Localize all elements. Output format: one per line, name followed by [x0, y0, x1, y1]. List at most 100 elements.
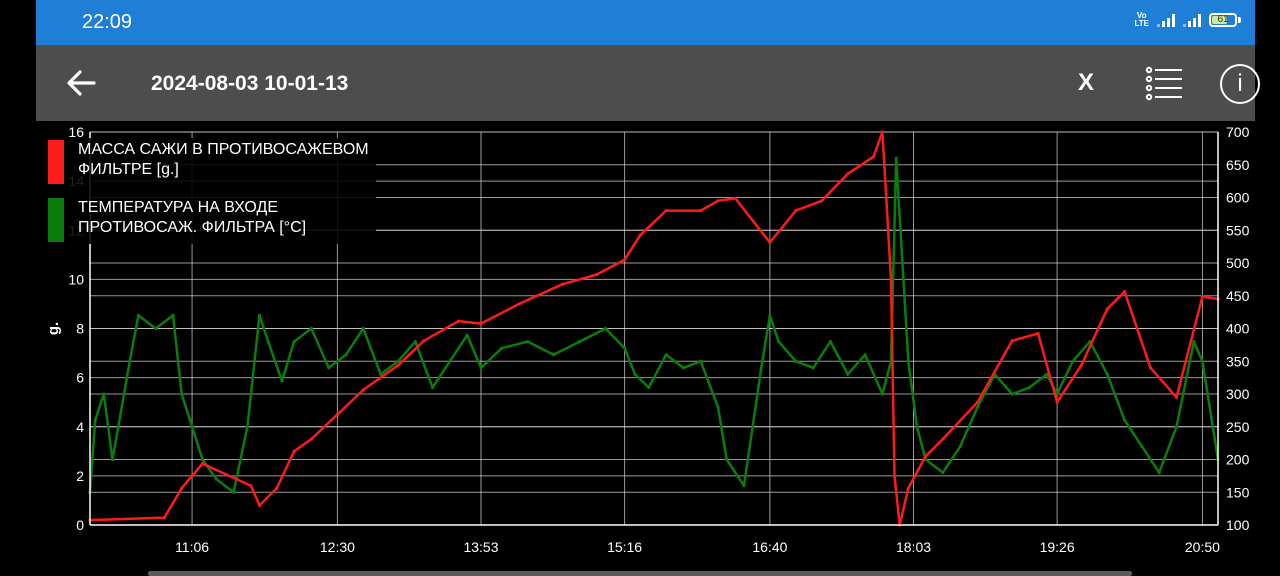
data-point-temperature: [110, 457, 115, 462]
data-point-soot: [335, 412, 339, 417]
data-point-temperature: [958, 444, 962, 448]
data-point-soot: [699, 209, 703, 213]
data-point-soot: [396, 363, 400, 367]
x-tick-label: 15:16: [607, 539, 642, 555]
data-point-temperature: [430, 385, 435, 390]
data-point-soot: [1122, 290, 1127, 294]
y-right-tick-label: 700: [1226, 124, 1250, 140]
data-point-soot: [716, 199, 720, 203]
y-left-tick-label: 10: [68, 271, 84, 287]
data-point-soot: [906, 486, 910, 490]
data-point-soot: [1105, 307, 1109, 311]
data-point-temperature: [941, 471, 945, 475]
info-icon: i: [1237, 70, 1243, 97]
y-right-tick-label: 550: [1226, 222, 1250, 238]
data-point-temperature: [1010, 392, 1014, 396]
data-point-temperature: [1045, 372, 1049, 376]
data-point-temperature: [664, 353, 668, 357]
y-right-tick-label: 350: [1226, 353, 1250, 369]
data-point-temperature: [880, 392, 884, 396]
data-point-soot: [872, 154, 876, 159]
data-point-soot: [309, 437, 314, 441]
data-point-temperature: [1140, 444, 1144, 448]
data-point-temperature: [280, 379, 284, 383]
data-point-temperature: [479, 366, 483, 370]
data-point-temperature: [128, 359, 132, 363]
volte-icon: Vo LTE: [1134, 11, 1149, 28]
y-right-tick-label: 100: [1226, 517, 1250, 533]
y-left-tick-label: 16: [68, 124, 84, 140]
data-point-temperature: [1027, 385, 1032, 390]
data-point-temperature: [266, 340, 270, 344]
left-screen-edge: [0, 0, 36, 576]
data-point-temperature: [190, 425, 194, 429]
data-point-soot: [941, 437, 945, 441]
legend-item-soot: МАССА САЖИ В ПРОТИВОСАЖЕВОМ ФИЛЬТРЕ [g.]: [48, 140, 376, 184]
data-point-temperature: [828, 340, 833, 344]
list-button[interactable]: [1144, 65, 1186, 101]
data-point-soot: [880, 130, 884, 134]
y-right-tick-label: 650: [1226, 157, 1250, 173]
data-point-temperature: [102, 392, 106, 396]
horizontal-scrollbar[interactable]: [148, 571, 1132, 576]
data-point-temperature: [309, 326, 314, 331]
legend-label-soot: МАССА САЖИ В ПРОТИВОСАЖЕВОМ ФИЛЬТРЕ [g.]: [78, 141, 369, 178]
data-point-temperature: [180, 392, 184, 396]
info-button[interactable]: i: [1220, 64, 1260, 104]
x-tick-label: 20:50: [1185, 539, 1220, 555]
chart-legend: МАССА САЖИ В ПРОТИВОСАЖЕВОМ ФИЛЬТРЕ [g.]…: [48, 138, 376, 244]
y-left-tick-label: 0: [76, 517, 84, 533]
data-point-soot: [1036, 331, 1040, 336]
page-title: 2024-08-03 10-01-13: [151, 72, 349, 95]
x-tick-label: 18:03: [896, 539, 931, 555]
data-point-temperature: [1192, 340, 1196, 344]
close-button[interactable]: X: [1078, 69, 1095, 96]
data-point-soot: [1055, 400, 1059, 404]
data-point-temperature: [794, 359, 798, 363]
y-left-tick-label: 2: [76, 468, 84, 484]
data-point-temperature: [603, 326, 608, 331]
data-point-temperature: [622, 346, 627, 350]
data-point-soot: [1148, 366, 1153, 370]
data-point-soot: [479, 321, 483, 326]
data-point-soot: [846, 172, 850, 176]
data-point-soot: [1174, 395, 1179, 399]
data-point-temperature: [863, 353, 867, 357]
data-point-temperature: [448, 359, 452, 363]
data-point-soot: [275, 486, 279, 490]
data-point-soot: [733, 196, 737, 200]
y-left-axis-title: g.: [45, 322, 62, 335]
x-tick-label: 19:26: [1040, 539, 1075, 555]
y-right-tick-label: 600: [1226, 190, 1250, 206]
y-right-tick-label: 250: [1226, 419, 1250, 435]
app-bar: 2024-08-03 10-01-13 X i: [36, 45, 1260, 121]
data-point-soot: [595, 272, 599, 277]
y-right-tick-label: 450: [1226, 288, 1250, 304]
data-point-temperature: [231, 490, 236, 494]
data-point-temperature: [214, 477, 218, 481]
data-point-soot: [190, 474, 194, 478]
data-point-soot: [517, 302, 521, 306]
x-tick-label: 16:40: [752, 539, 787, 555]
legend-item-temperature: ТЕМПЕРАТУРА НА ВХОДЕ ПРОТИВОСАЖ. ФИЛЬТРА…: [48, 198, 376, 242]
data-point-temperature: [647, 385, 651, 390]
data-point-temperature: [1174, 425, 1179, 429]
data-point-temperature: [552, 353, 556, 357]
data-point-temperature: [93, 418, 97, 422]
data-point-soot: [361, 388, 365, 392]
data-point-soot: [1079, 363, 1083, 367]
data-point-soot: [768, 240, 772, 245]
data-point-soot: [794, 209, 798, 213]
x-tick-label: 11:06: [175, 539, 209, 555]
data-point-soot: [560, 282, 564, 286]
back-button[interactable]: [64, 67, 98, 99]
data-point-soot: [1010, 339, 1014, 343]
data-point-temperature: [1105, 372, 1109, 376]
data-point-temperature: [1122, 418, 1127, 422]
data-point-soot: [924, 454, 928, 458]
data-point-temperature: [171, 313, 175, 317]
data-point-temperature: [413, 340, 417, 344]
y-right-tick-label: 200: [1226, 452, 1250, 468]
chart-grid: [90, 131, 1218, 526]
signal-icon-2: [1183, 13, 1201, 27]
